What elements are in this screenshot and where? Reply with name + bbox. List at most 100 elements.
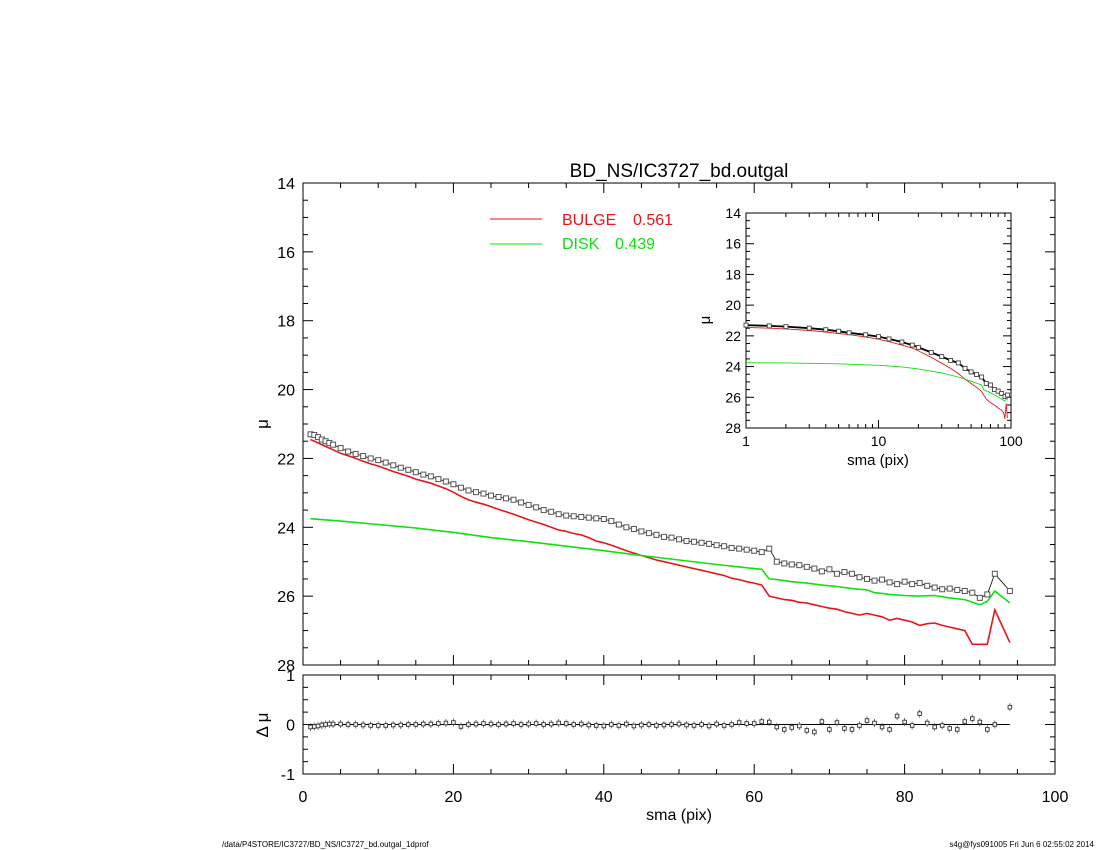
residual-point [496,722,501,727]
residual-point [970,716,975,721]
data-point [472,489,479,496]
data-point [758,549,765,556]
inset-y-tick-label: 18 [725,266,741,282]
x-axis-label: sma (pix) [646,807,712,824]
residual-point [766,719,772,725]
data-point [841,569,848,576]
residual-point [541,722,546,727]
data-point [555,511,562,518]
disk-line [310,517,1011,606]
residual-point [857,723,862,728]
residual-point [556,720,561,726]
residual-point [985,727,990,732]
residual-point [729,722,734,727]
data-point [894,581,901,588]
data-point [540,507,547,514]
residual-point [902,719,907,725]
data-point [803,563,810,570]
residual-point [315,723,321,729]
inset-x-tick-label: 10 [871,433,887,449]
residual-point [962,719,968,724]
data-point [766,545,773,552]
data-point [585,514,592,521]
residual-point [759,719,764,724]
residual-point [864,718,870,723]
data-point [450,481,457,488]
inset-data-point [962,365,968,371]
y-tick-label: 22 [277,451,295,468]
data-point [728,544,735,551]
residual-point [947,726,952,731]
residual-y-axis-label: Δ μ [253,713,272,738]
data-point [518,499,525,506]
x-tick-label: 60 [745,789,763,806]
data-point [563,512,570,519]
inset-data-point [743,322,749,328]
residual-point [782,727,787,732]
legend: BULGE 0.561 DISK 0.439 [490,212,673,253]
legend-disk-label: DISK [562,236,600,253]
residual-point [571,722,576,727]
residual-point [721,723,727,728]
inset-log-panel: 14 16 18 20 22 24 26 281 10 100 sma (pix) μ [697,205,1023,469]
data-point [548,508,555,515]
residual-point [368,723,373,728]
residual-point [616,723,622,728]
data-point [390,462,397,469]
residual-point [533,721,539,726]
main-profile-panel: 14 16 18 20 22 24 26 28 μ [253,176,1056,675]
inset-y-tick-label: 22 [725,328,741,344]
residual-point [473,721,479,727]
data-point [946,585,953,592]
residual-point [586,722,592,728]
inset-data-point [948,357,954,363]
inset-data-point [1004,392,1010,398]
data-point [570,513,577,520]
data-point [879,576,886,583]
inset-data-point [823,327,829,333]
residual-point [736,720,742,725]
inset-disk-line [745,362,1008,402]
data-point [382,459,389,466]
data-point [721,543,728,550]
residual-point [797,723,802,729]
residual-point [312,724,317,729]
residual-point [887,727,892,732]
residual-point [924,720,930,726]
residual-point [563,721,569,726]
data-point [427,473,434,480]
data-point [480,490,487,497]
data-point [976,594,983,601]
residual-point [646,722,652,727]
data-point [736,545,743,552]
data-point [623,524,630,531]
data-point [901,578,908,585]
data-point [676,536,682,543]
inset-data-point [988,382,993,388]
data-point [991,570,998,577]
data-point [751,547,758,554]
data-point [375,457,382,464]
residual-point [939,723,945,728]
residual-point [879,724,885,730]
residual-point [413,722,419,727]
inset-data-point [886,336,892,342]
data-point [713,542,720,549]
residual-point [917,711,922,716]
residual-point [774,724,780,730]
data-point [638,528,645,535]
residual-point [714,721,719,727]
x-tick-label: 0 [299,789,308,806]
residual-point [684,722,689,728]
residual-point [383,723,388,728]
data-point [848,570,855,577]
legend-bulge-value: 0.561 [633,212,673,229]
footer-timestamp: s4g@fys091005 Fri Jun 6 02:55:02 2014 [949,840,1094,849]
data-point [337,445,344,452]
residual-point [375,723,381,728]
data-point [503,495,510,502]
residual-point [804,728,810,733]
data-point [653,531,660,538]
residual-point [436,721,441,726]
data-point [525,501,532,508]
